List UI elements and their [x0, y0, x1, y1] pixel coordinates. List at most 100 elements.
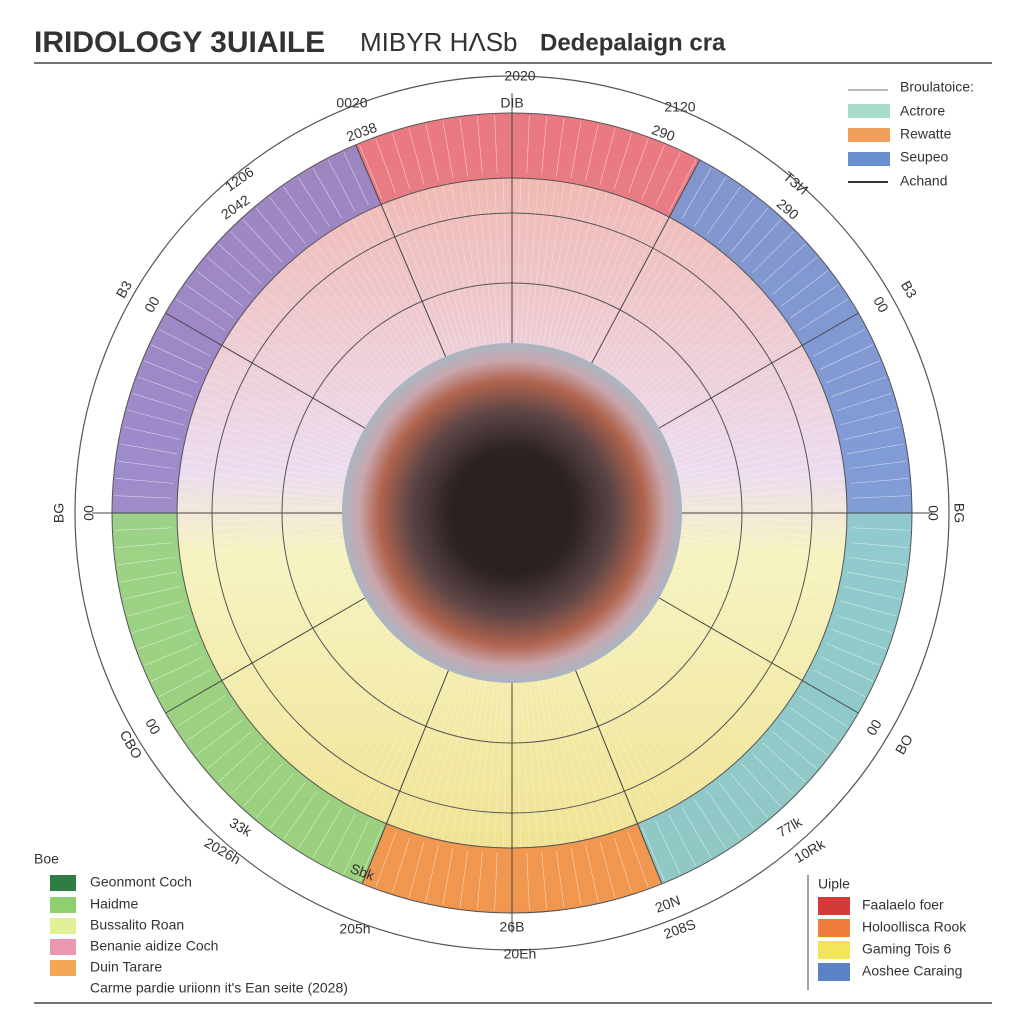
fiber [549, 187, 591, 358]
fiber [670, 533, 845, 557]
band-tick [851, 495, 910, 499]
fiber [609, 639, 717, 779]
band-tick [117, 460, 175, 469]
ring-label: 290 [650, 121, 678, 144]
ring-label: 77lk [774, 813, 805, 840]
band-tick [206, 256, 252, 295]
band-tick [408, 128, 425, 185]
fiber [665, 417, 834, 468]
band-tick [526, 852, 530, 911]
fiber [367, 210, 444, 369]
band-tick [762, 742, 806, 783]
fiber [618, 263, 737, 395]
fiber [528, 179, 548, 354]
band-tick [781, 270, 828, 307]
fiber [177, 503, 353, 510]
band-tick [694, 799, 727, 849]
fiber [217, 352, 372, 437]
band-tick [541, 851, 547, 910]
fiber [654, 585, 811, 666]
fiber [181, 460, 355, 489]
fiber [598, 231, 695, 379]
fiber [557, 191, 608, 360]
ring-label: TЗИ [780, 168, 811, 198]
band-tick [242, 219, 283, 263]
legend-item: Actrore [900, 103, 945, 119]
band-tick [556, 850, 565, 908]
fiber [186, 550, 357, 592]
iris-wheel [74, 75, 950, 951]
fiber [268, 282, 397, 404]
fiber [658, 577, 819, 650]
fiber [182, 451, 355, 485]
fiber [179, 469, 354, 493]
band-tick [790, 707, 839, 742]
band-tick [144, 642, 198, 666]
fiber [549, 668, 591, 839]
fiber [630, 288, 762, 407]
fiber [329, 231, 426, 379]
fiber [246, 308, 386, 416]
fiber [662, 400, 828, 460]
band-tick [781, 719, 828, 756]
ring-label: 00 [81, 505, 97, 521]
fiber [433, 187, 475, 358]
band-tick [641, 827, 665, 881]
fiber [391, 662, 455, 826]
ring-label: 0020 [336, 95, 367, 111]
fiber [391, 200, 455, 364]
fiber [646, 330, 794, 427]
band-tick [425, 124, 439, 182]
fiber [615, 634, 730, 768]
band-tick [459, 850, 468, 908]
legend-title: Broulatoice: [900, 79, 974, 95]
fiber [476, 179, 496, 354]
fiber [186, 434, 357, 476]
fiber [665, 558, 834, 609]
fiber [545, 185, 582, 357]
fiber [669, 460, 843, 489]
fiber [262, 288, 394, 407]
title-part: IRIDOLOGY 3UIAILE [34, 26, 325, 59]
band-tick [359, 827, 383, 881]
fiber [202, 384, 365, 453]
band-tick [585, 124, 599, 182]
zone-band [355, 113, 700, 218]
ring-label: DIB [500, 95, 523, 111]
band-tick [741, 219, 782, 263]
fiber [561, 665, 616, 832]
fiber [351, 218, 436, 373]
fiber [281, 269, 403, 398]
ring-label: BO [892, 732, 916, 758]
fiber [643, 603, 789, 703]
band-tick [826, 360, 880, 384]
swatch [50, 918, 76, 934]
divider [165, 587, 383, 714]
fiber [307, 247, 415, 387]
fiber [580, 657, 657, 816]
fiber [235, 603, 381, 703]
band-tick [132, 393, 188, 412]
divider [165, 312, 383, 439]
fiber [383, 660, 452, 823]
fiber [485, 672, 500, 847]
band-tick [127, 409, 184, 426]
fiber [648, 337, 798, 430]
band-tick [846, 443, 905, 455]
fiber [669, 541, 842, 575]
fiber [671, 529, 846, 549]
fiber [359, 655, 440, 812]
fiber [671, 486, 846, 501]
band-tick [831, 629, 887, 650]
fiber [257, 295, 391, 410]
band-tick [459, 118, 468, 176]
swatch [818, 897, 850, 915]
ring-label: BG [951, 503, 967, 523]
fiber [532, 180, 556, 355]
fiber [576, 206, 649, 367]
band-tick [115, 542, 174, 548]
band-tick [772, 256, 818, 295]
fiber [184, 443, 356, 480]
fiber [553, 189, 599, 359]
band-tick [628, 138, 649, 194]
